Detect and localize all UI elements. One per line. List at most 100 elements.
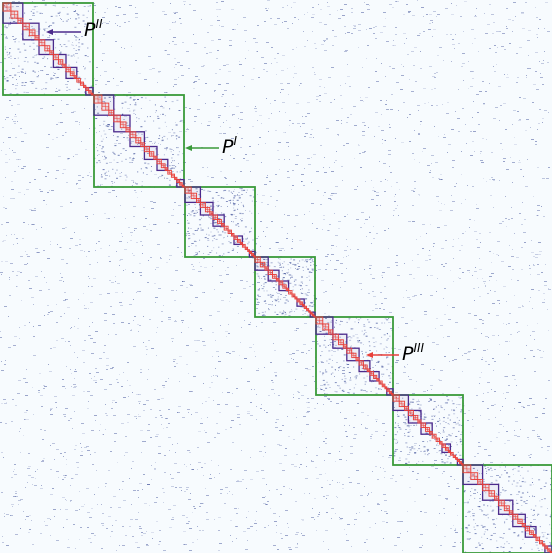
matrix-cell [498, 483, 500, 485]
matrix-cell [155, 112, 156, 113]
level-1-box [2, 2, 94, 96]
matrix-cell [338, 367, 340, 369]
matrix-cell [503, 551, 505, 553]
matrix-cell [507, 440, 510, 441]
matrix-cell [459, 250, 461, 251]
matrix-cell [305, 116, 307, 117]
matrix-cell [168, 317, 171, 318]
matrix-cell [11, 18, 13, 20]
matrix-cell [405, 323, 408, 324]
matrix-cell [54, 73, 56, 74]
matrix-cell [300, 83, 301, 84]
matrix-cell [366, 236, 367, 237]
matrix-cell [67, 54, 70, 56]
matrix-cell [412, 205, 414, 206]
matrix-cell [175, 270, 178, 271]
matrix-cell [263, 283, 265, 285]
matrix-cell [137, 99, 139, 100]
matrix-cell [5, 48, 6, 50]
diagonal-block [101, 102, 106, 107]
matrix-cell [406, 290, 407, 291]
matrix-cell [488, 313, 490, 314]
matrix-cell [173, 361, 175, 362]
matrix-cell [529, 398, 532, 399]
matrix-cell [375, 71, 377, 72]
matrix-cell [56, 540, 59, 541]
matrix-cell [479, 91, 482, 92]
matrix-cell [303, 344, 306, 345]
matrix-cell [501, 46, 504, 47]
matrix-cell [544, 299, 545, 300]
matrix-cell [146, 544, 148, 545]
matrix-cell [241, 218, 243, 219]
matrix-cell [281, 89, 282, 90]
matrix-cell [418, 399, 419, 401]
matrix-cell [347, 367, 349, 368]
matrix-cell [385, 431, 387, 432]
matrix-cell [414, 47, 417, 48]
matrix-cell [256, 304, 259, 305]
matrix-cell [493, 253, 494, 254]
matrix-cell [451, 400, 453, 402]
matrix-cell [270, 18, 272, 19]
matrix-cell [239, 213, 242, 215]
matrix-cell [239, 127, 241, 128]
matrix-cell [389, 66, 391, 67]
matrix-cell [447, 152, 448, 153]
matrix-cell [458, 424, 461, 426]
matrix-cell [13, 39, 15, 40]
matrix-cell [311, 305, 314, 307]
matrix-cell [261, 278, 262, 279]
matrix-cell [486, 473, 487, 474]
matrix-cell [78, 76, 81, 78]
matrix-cell [240, 119, 243, 120]
matrix-cell [81, 43, 84, 45]
matrix-cell [496, 547, 499, 548]
matrix-cell [325, 371, 328, 373]
matrix-cell [301, 519, 304, 520]
matrix-cell [123, 397, 126, 398]
matrix-cell [221, 96, 223, 97]
matrix-cell [82, 20, 85, 22]
matrix-cell [441, 203, 442, 204]
matrix-cell [438, 445, 440, 447]
matrix-cell [191, 210, 194, 212]
matrix-cell [462, 53, 465, 54]
matrix-cell [124, 455, 125, 456]
matrix-cell [343, 380, 346, 382]
matrix-cell [521, 247, 523, 248]
matrix-cell [237, 24, 238, 25]
matrix-cell [55, 1, 56, 2]
matrix-cell [483, 465, 486, 467]
matrix-cell [547, 450, 549, 451]
matrix-cell [387, 363, 390, 365]
matrix-cell [418, 407, 421, 409]
matrix-cell [11, 189, 14, 190]
matrix-cell [327, 254, 329, 255]
matrix-cell [163, 550, 166, 551]
matrix-cell [403, 372, 406, 373]
matrix-cell [361, 350, 363, 352]
matrix-cell [108, 470, 110, 471]
matrix-cell [271, 113, 272, 114]
matrix-cell [192, 512, 193, 513]
matrix-cell [171, 157, 173, 159]
matrix-cell [346, 336, 349, 338]
matrix-cell [135, 182, 136, 184]
matrix-cell [32, 28, 35, 29]
matrix-cell [89, 5, 91, 7]
matrix-cell [245, 192, 247, 193]
matrix-cell [203, 345, 206, 346]
matrix-cell [157, 117, 160, 119]
matrix-cell [6, 77, 9, 79]
matrix-cell [14, 474, 17, 475]
matrix-cell [472, 426, 474, 427]
matrix-cell [198, 462, 201, 463]
matrix-cell [154, 104, 156, 106]
matrix-cell [473, 131, 476, 132]
matrix-cell [96, 243, 97, 244]
matrix-cell [402, 550, 403, 551]
matrix-cell [255, 42, 258, 43]
matrix-cell [326, 498, 327, 499]
matrix-cell [520, 169, 522, 170]
